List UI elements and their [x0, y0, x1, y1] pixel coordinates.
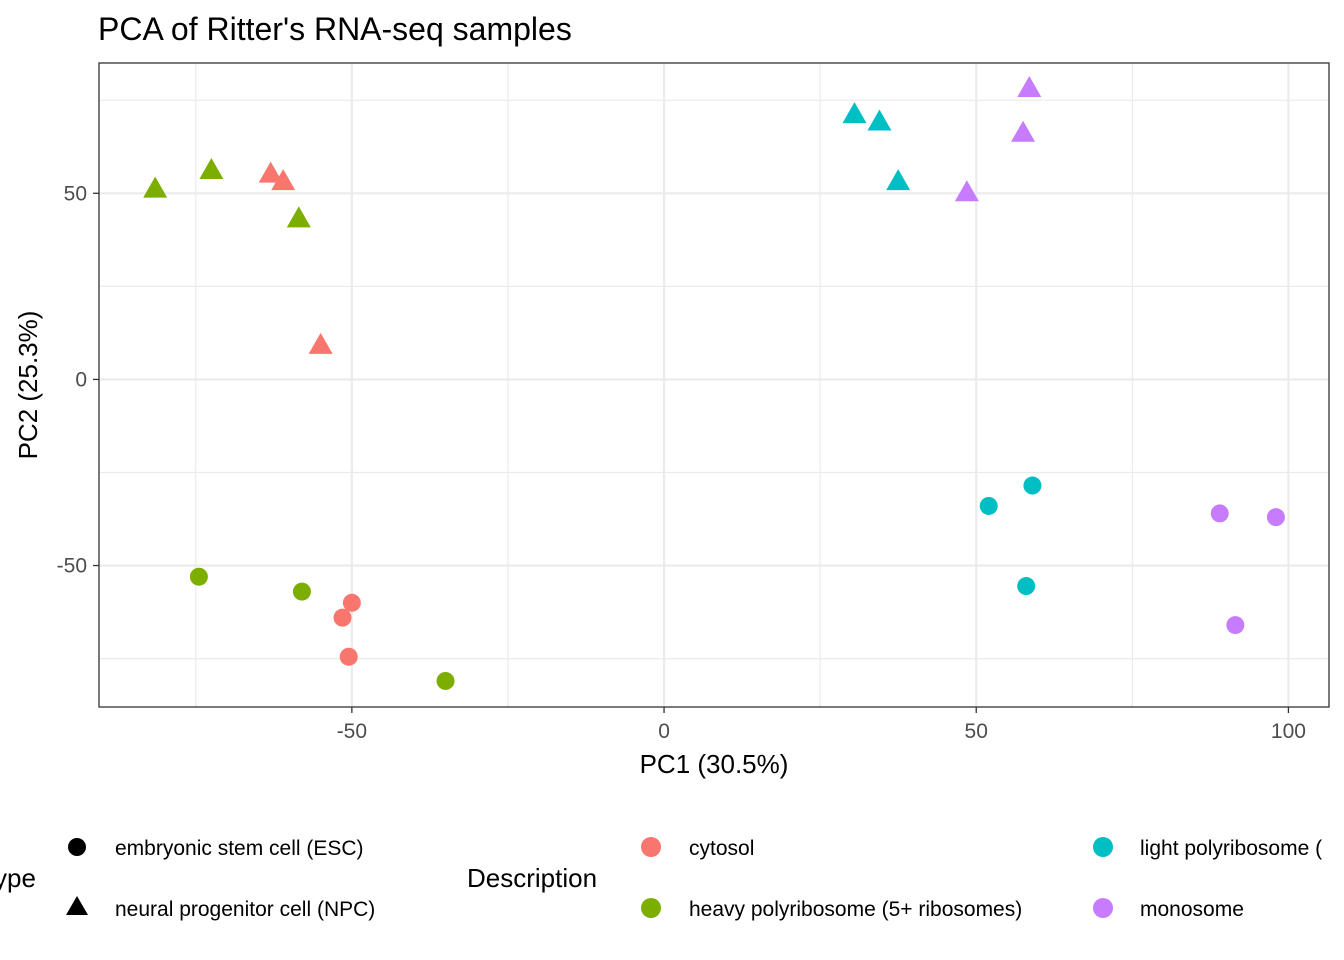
data-point-circle — [436, 671, 455, 690]
data-point-triangle — [867, 109, 892, 131]
data-point-circle — [1017, 577, 1036, 596]
color-legend-title: Description — [467, 863, 597, 893]
x-tick-label: -50 — [337, 720, 367, 743]
data-point-circle — [1226, 616, 1245, 635]
data-point-triangle — [271, 169, 296, 191]
legend-label-esc: embryonic stem cell (ESC) — [115, 837, 364, 860]
data-point-triangle — [143, 176, 168, 198]
shape-legend: ype embryonic stem cell (ESC) neural pro… — [0, 837, 375, 921]
data-point-circle — [339, 647, 358, 666]
x-axis-ticks: -50 0 50 100 — [337, 707, 1306, 743]
legend-label-heavy-polyribosome: heavy polyribosome (5+ ribosomes) — [689, 898, 1022, 921]
data-point-triangle — [308, 332, 333, 354]
data-point-triangle — [954, 180, 979, 202]
data-point-circle — [1266, 508, 1285, 527]
data-point-triangle — [199, 157, 224, 179]
x-tick-label: 0 — [658, 720, 670, 743]
data-point-triangle — [286, 206, 311, 228]
y-tick-label: 50 — [64, 182, 87, 205]
x-tick-label: 100 — [1271, 720, 1306, 743]
data-point-circle — [292, 582, 311, 601]
legend-label-cytosol: cytosol — [689, 837, 754, 860]
y-axis-title: PC2 (25.3%) — [13, 311, 43, 460]
data-point-triangle — [842, 102, 867, 124]
grid-major — [99, 63, 1329, 707]
legend-dot-cytosol — [641, 837, 661, 857]
data-point-triangle — [1017, 76, 1042, 98]
legend-circle-icon — [68, 838, 86, 856]
legend-label-npc: neural progenitor cell (NPC) — [115, 898, 375, 921]
data-point-circle — [1210, 504, 1229, 523]
data-point-circle — [333, 608, 352, 627]
y-axis-ticks: -50 0 50 — [57, 182, 99, 578]
y-tick-label: 0 — [75, 368, 87, 391]
legend-dot-heavy-polyribosome — [641, 898, 661, 918]
legend-label-monosome: monosome — [1140, 898, 1244, 921]
color-legend: Description cytosol heavy polyribosome (… — [467, 837, 1322, 921]
data-point-triangle — [886, 169, 911, 191]
data-point-circle — [979, 496, 998, 515]
legend-dot-light-polyribosome — [1093, 837, 1113, 857]
x-axis-title: PC1 (30.5%) — [640, 749, 789, 779]
chart-title: PCA of Ritter's RNA-seq samples — [98, 11, 572, 47]
legend-label-light-polyribosome: light polyribosome ( — [1140, 837, 1322, 860]
legend-triangle-icon — [66, 896, 88, 915]
legend-dot-monosome — [1093, 898, 1113, 918]
data-point-circle — [342, 593, 361, 612]
plot-panel-border — [98, 62, 1330, 708]
data-point-circle — [189, 567, 208, 586]
shape-legend-title: ype — [0, 863, 36, 893]
data-point-triangle — [258, 161, 283, 183]
grid-minor — [99, 63, 1329, 707]
y-tick-label: -50 — [57, 555, 87, 578]
data-points — [143, 76, 1285, 690]
plot-panel-background — [99, 63, 1329, 707]
data-point-circle — [1023, 476, 1042, 495]
data-point-triangle — [1011, 120, 1036, 142]
x-tick-label: 50 — [965, 720, 988, 743]
